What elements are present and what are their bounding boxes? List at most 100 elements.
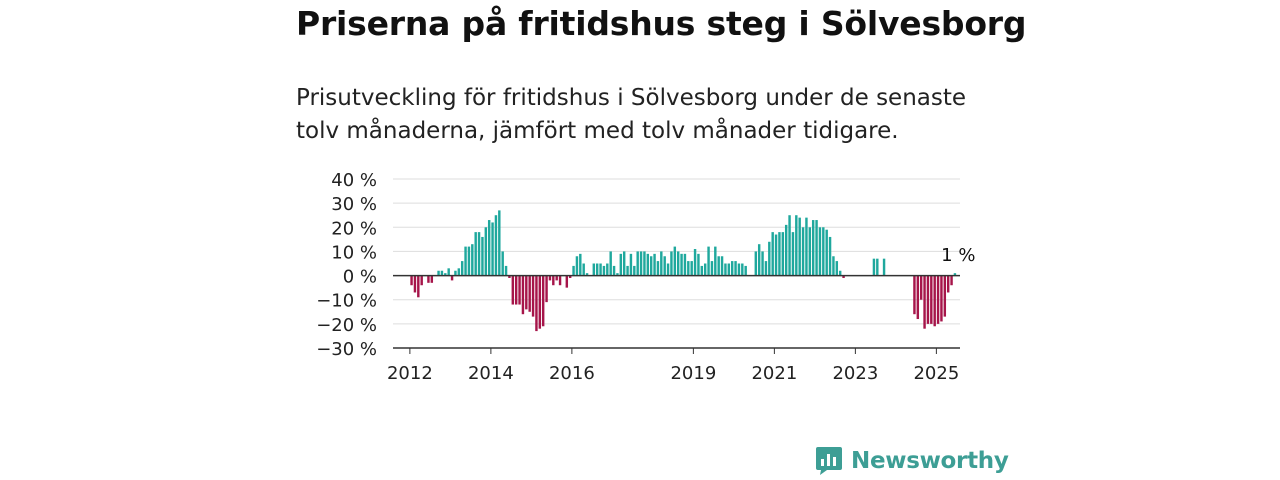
chart-bar [693, 249, 697, 276]
chart-bar [626, 265, 629, 276]
x-tick-label: 2023 [832, 363, 878, 384]
chart-bar [663, 256, 666, 276]
chart-bar [430, 275, 434, 283]
chart-bar [754, 251, 758, 276]
chart-bar [572, 265, 575, 276]
chart-bar [734, 261, 737, 276]
chart-bar [599, 263, 602, 276]
chart-bar [494, 215, 498, 276]
chart-bar [825, 229, 828, 276]
chart-bar [568, 275, 572, 278]
chart-bar [487, 220, 491, 276]
chart-bar [579, 253, 582, 276]
chart-bar [639, 251, 643, 276]
chart-bar [437, 270, 440, 276]
chart-bar [926, 275, 930, 324]
chart-bar [660, 251, 663, 276]
chart-bar [508, 275, 511, 278]
chart-bar [545, 275, 548, 303]
chart-bar [690, 261, 693, 276]
chart-bar [612, 265, 616, 276]
chart-bar [774, 234, 778, 276]
chart-bar [872, 258, 876, 276]
chart-bar [919, 275, 923, 300]
chart-bar [646, 253, 650, 276]
chart-bar [417, 275, 420, 298]
chart-bar [558, 275, 562, 286]
chart-bar [835, 261, 839, 276]
chart-bar [511, 275, 515, 305]
chart-bar [656, 261, 660, 276]
chart-bar [798, 217, 801, 276]
chart-bar [784, 224, 788, 276]
newsworthy-logo: Newsworthy [815, 446, 1009, 476]
chart-bar [595, 263, 599, 276]
chart-bar [666, 263, 670, 276]
chart-bar [622, 251, 626, 276]
chart-bar [781, 232, 785, 276]
chart-bar [727, 263, 731, 276]
chart-bar [724, 263, 727, 276]
chart-bar [413, 275, 417, 293]
newsworthy-logo-icon [816, 447, 842, 475]
bar-chart: 40 % 30 % 20 % 10 % 0 % −10 % −20 % −30 % 2012 20… [316, 170, 975, 384]
chart-bar [832, 256, 835, 276]
y-tick-label: −30 % [316, 339, 377, 360]
chart-bar [440, 270, 444, 276]
chart-bar [498, 210, 501, 276]
chart-bar [504, 265, 508, 276]
chart-bar [582, 263, 585, 276]
chart-bar [778, 232, 781, 276]
chart-bar [953, 273, 957, 276]
chart-bar [427, 275, 430, 283]
chart-bar [450, 275, 454, 281]
x-tick-label: 2014 [468, 363, 514, 384]
chart-bar [471, 244, 474, 276]
chart-bar [444, 273, 447, 276]
chart-subtitle: Prisutveckling för fritidshus i Sölvesbo… [296, 85, 967, 144]
chart-bar [447, 268, 450, 276]
chart-bar [565, 275, 569, 288]
chart-bar [737, 263, 741, 276]
chart-bar [467, 246, 471, 276]
chart-bar [805, 217, 808, 276]
chart-bar [923, 275, 926, 329]
chart-bar [676, 251, 680, 276]
y-tick-label: 10 % [331, 242, 377, 263]
chart-bar [653, 253, 656, 276]
chart-bar [950, 275, 953, 286]
chart-bar [420, 275, 423, 286]
chart-bar [707, 246, 710, 276]
chart-title: Priserna på fritidshus steg i Sölvesborg [296, 4, 1027, 43]
chart-bar [481, 236, 484, 276]
chart-bar [410, 275, 413, 286]
chart-bar [592, 263, 596, 276]
chart-bar [535, 275, 538, 332]
chart-bar [484, 227, 488, 276]
chart-bar [744, 265, 747, 276]
chart-bar [940, 275, 943, 322]
chart-bar [629, 253, 633, 276]
chart-bar [670, 251, 673, 276]
chart-bar [714, 246, 717, 276]
chart-bar [720, 256, 724, 276]
chart-bar [768, 241, 771, 276]
chart-bar [555, 275, 558, 281]
chart-bar [518, 275, 521, 305]
y-tick-label: 40 % [331, 170, 377, 191]
chart-bar [619, 253, 623, 276]
chart-bar [538, 275, 542, 329]
chart-bar [633, 265, 636, 276]
chart-bar [916, 275, 920, 320]
chart-bar [649, 256, 653, 276]
x-tick-label: 2021 [751, 363, 797, 384]
chart-bar [815, 220, 818, 276]
chart-bar [525, 275, 528, 310]
chart-bar [636, 251, 639, 276]
chart-bar [683, 253, 687, 276]
chart-bar [673, 246, 677, 276]
chart-bar [531, 275, 535, 317]
chart-bar [842, 275, 845, 278]
chart-bar [801, 227, 805, 276]
x-tick-label: 2016 [549, 363, 595, 384]
